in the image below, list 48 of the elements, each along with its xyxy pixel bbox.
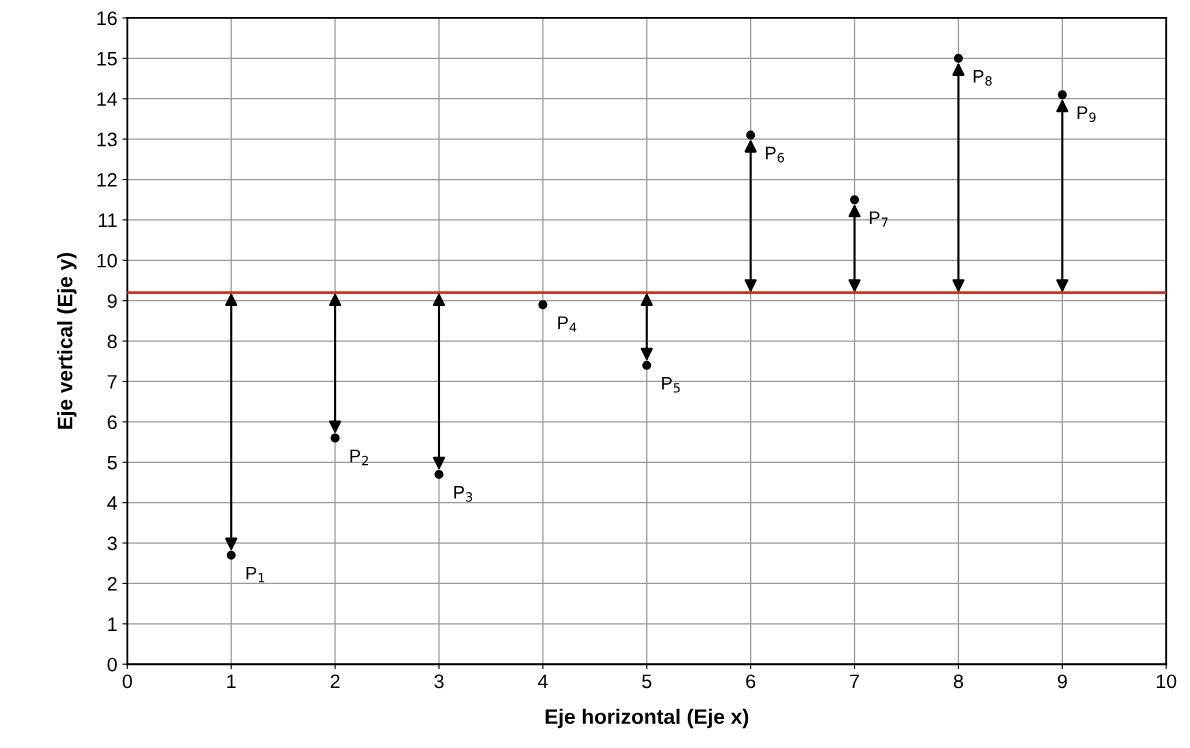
y-tick-label: 11 [98,213,117,227]
y-tick-label: 4 [107,496,118,510]
y-tick-label: 0 [107,657,117,672]
y-tick-label: 9 [107,294,117,308]
x-tick-label: 2 [330,674,340,689]
x-tick-label: 7 [850,674,859,689]
y-tick-label: 12 [97,172,117,187]
y-tick-label: 10 [97,253,117,268]
y-tick-label: 13 [97,132,117,147]
annotation: P$_{3}$ [454,486,473,502]
y-tick-label: 2 [107,576,117,591]
annotation: P$_{9}$ [1077,106,1096,122]
x-tick-label: 3 [434,674,444,689]
y-tick-label: 14 [97,92,118,106]
annotation: P$_{1}$ [246,566,265,583]
y-tick-label: 5 [107,455,117,470]
y-tick-label: 8 [107,334,117,349]
x-tick-label: 8 [953,674,963,689]
x-axis-title: Eje horizontal (Eje x) [545,708,749,729]
x-tick-label: 6 [746,674,756,689]
point [226,550,236,560]
point [1057,90,1067,100]
y-tick-label: 1 [108,617,117,631]
y-tick-label: 15 [97,52,117,66]
point [746,130,756,140]
x-tick-label: 1 [227,674,236,689]
y-axis-title: Eje vertical (Eje y) [57,252,77,429]
point [330,433,340,443]
x-tick-label: 4 [537,674,548,689]
x-tick-label: 5 [642,674,652,689]
y-tick-label: 6 [107,415,117,430]
point [642,360,652,370]
annotation: P$_{7}$ [869,211,888,227]
point [953,53,963,63]
annotation: P$_{5}$ [662,377,680,393]
y-tick-label: 7 [107,375,117,389]
point [434,469,444,479]
y-tick-label: 3 [107,536,117,551]
annotation: P$_{2}$ [350,449,368,466]
annotation: P$_{6}$ [766,146,784,163]
x-tick-label: 9 [1057,674,1067,689]
point [850,195,860,205]
x-tick-label: 10 [1156,674,1177,689]
annotation: P$_{8}$ [973,70,992,86]
y-tick-label: 16 [97,11,117,26]
point [538,300,548,310]
x-tick-label: 0 [122,674,132,689]
annotation: P$_{4}$ [558,316,577,332]
